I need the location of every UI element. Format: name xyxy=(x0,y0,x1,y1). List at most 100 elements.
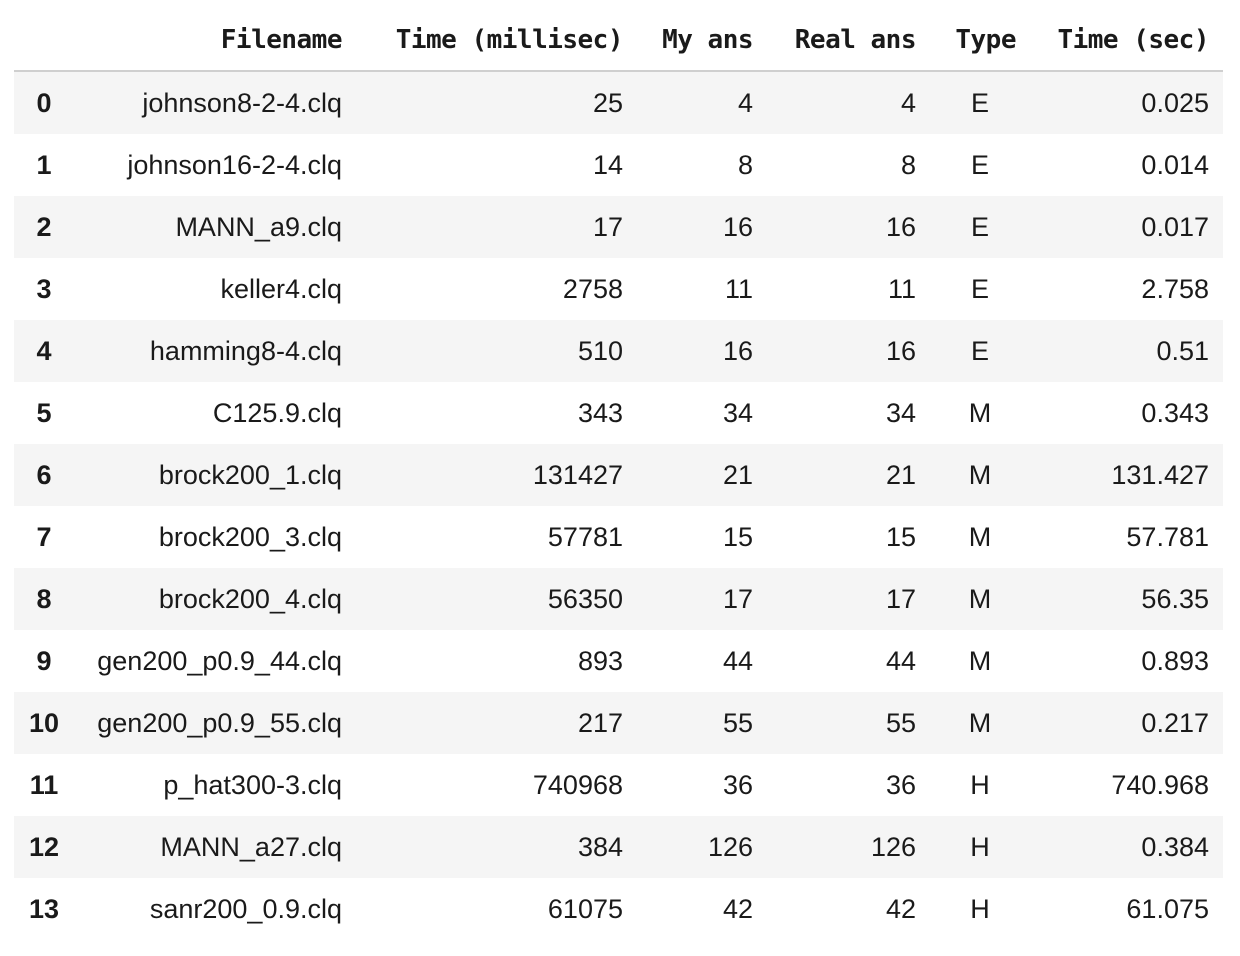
cell-type: H xyxy=(970,893,990,924)
cell-filename: johnson16-2-4.clq xyxy=(127,149,342,180)
row-index: 13 xyxy=(28,893,60,924)
table-row: 8 brock200_4.clq 56350 17 17 M 56.35 xyxy=(14,568,1223,630)
cell-my-ans: 17 xyxy=(722,583,753,614)
header-row: Filename Time (millisec) My ans Real ans… xyxy=(14,10,1223,72)
table-row: 2 MANN_a9.clq 17 16 16 E 0.017 xyxy=(14,196,1223,258)
row-index: 4 xyxy=(36,335,52,366)
cell-filename: johnson8-2-4.clq xyxy=(142,87,342,118)
cell-real-ans: 44 xyxy=(885,645,916,676)
cell-filename: p_hat300-3.clq xyxy=(163,769,342,800)
cell-real-ans: 16 xyxy=(885,211,916,242)
cell-type: E xyxy=(970,211,989,242)
cell-my-ans: 44 xyxy=(722,645,753,676)
cell-real-ans: 15 xyxy=(885,521,916,552)
row-index: 11 xyxy=(29,769,59,800)
cell-filename: hamming8-4.clq xyxy=(149,335,342,366)
cell-real-ans: 8 xyxy=(900,149,916,180)
cell-time-sec: 57.781 xyxy=(1126,521,1209,552)
table-row: 1 johnson16-2-4.clq 14 8 8 E 0.014 xyxy=(14,134,1223,196)
cell-real-ans: 36 xyxy=(885,769,916,800)
cell-real-ans: 55 xyxy=(885,707,916,738)
cell-my-ans: 34 xyxy=(722,397,753,428)
cell-time-sec: 56.35 xyxy=(1141,583,1209,614)
row-index: 0 xyxy=(36,87,52,118)
cell-time-millisec: 131427 xyxy=(532,459,623,490)
cell-type: E xyxy=(970,149,989,180)
cell-time-millisec: 510 xyxy=(577,335,623,366)
table-row: 6 brock200_1.clq 131427 21 21 M 131.427 xyxy=(14,444,1223,506)
column-header-real-ans: Real ans xyxy=(767,10,930,72)
cell-time-sec: 0.384 xyxy=(1141,831,1209,862)
cell-real-ans: 17 xyxy=(885,583,916,614)
cell-real-ans: 42 xyxy=(885,893,916,924)
cell-real-ans: 16 xyxy=(885,335,916,366)
cell-time-millisec: 57781 xyxy=(547,521,623,552)
cell-time-sec: 131.427 xyxy=(1111,459,1209,490)
cell-time-millisec: 25 xyxy=(592,87,623,118)
cell-type: M xyxy=(968,707,992,738)
cell-real-ans: 4 xyxy=(900,87,916,118)
table-row: 5 C125.9.clq 343 34 34 M 0.343 xyxy=(14,382,1223,444)
results-table: Filename Time (millisec) My ans Real ans… xyxy=(14,10,1223,940)
cell-time-millisec: 384 xyxy=(577,831,623,862)
cell-real-ans: 21 xyxy=(885,459,916,490)
cell-filename: C125.9.clq xyxy=(212,397,342,428)
cell-my-ans: 16 xyxy=(722,335,753,366)
cell-type: E xyxy=(970,87,989,118)
table-row: 10 gen200_p0.9_55.clq 217 55 55 M 0.217 xyxy=(14,692,1223,754)
row-index: 12 xyxy=(28,831,60,862)
column-header-type: Type xyxy=(930,10,1030,72)
cell-type: E xyxy=(970,335,989,366)
dataframe-output: Filename Time (millisec) My ans Real ans… xyxy=(14,10,1223,940)
cell-my-ans: 16 xyxy=(722,211,753,242)
cell-time-sec: 0.51 xyxy=(1156,335,1209,366)
cell-type: M xyxy=(968,521,992,552)
cell-time-sec: 0.014 xyxy=(1141,149,1209,180)
table-row: 13 sanr200_0.9.clq 61075 42 42 H 61.075 xyxy=(14,878,1223,940)
cell-time-sec: 740.968 xyxy=(1111,769,1209,800)
row-index: 3 xyxy=(36,273,52,304)
row-index: 8 xyxy=(36,583,52,614)
cell-type: M xyxy=(968,645,992,676)
row-index: 1 xyxy=(36,149,52,180)
column-header-filename: Filename xyxy=(74,10,356,72)
cell-type: M xyxy=(968,459,992,490)
cell-filename: brock200_3.clq xyxy=(158,521,342,552)
cell-real-ans: 11 xyxy=(887,273,916,304)
cell-time-millisec: 14 xyxy=(592,149,623,180)
cell-time-millisec: 740968 xyxy=(532,769,623,800)
cell-time-sec: 2.758 xyxy=(1141,273,1209,304)
cell-my-ans: 11 xyxy=(724,273,753,304)
cell-type: M xyxy=(968,583,992,614)
cell-real-ans: 126 xyxy=(870,831,916,862)
cell-my-ans: 4 xyxy=(737,87,753,118)
cell-my-ans: 42 xyxy=(722,893,753,924)
cell-my-ans: 126 xyxy=(707,831,753,862)
cell-filename: MANN_a9.clq xyxy=(175,211,342,242)
cell-time-sec: 0.343 xyxy=(1141,397,1209,428)
row-index: 9 xyxy=(36,645,52,676)
table-row: 4 hamming8-4.clq 510 16 16 E 0.51 xyxy=(14,320,1223,382)
column-header-time-sec: Time (sec) xyxy=(1030,10,1223,72)
row-index: 10 xyxy=(28,707,60,738)
row-index: 2 xyxy=(36,211,52,242)
cell-real-ans: 34 xyxy=(885,397,916,428)
table-row: 7 brock200_3.clq 57781 15 15 M 57.781 xyxy=(14,506,1223,568)
table-row: 12 MANN_a27.clq 384 126 126 H 0.384 xyxy=(14,816,1223,878)
cell-time-sec: 61.075 xyxy=(1126,893,1209,924)
row-index: 6 xyxy=(36,459,52,490)
table-row: 3 keller4.clq 2758 11 11 E 2.758 xyxy=(14,258,1223,320)
cell-my-ans: 15 xyxy=(722,521,753,552)
cell-filename: sanr200_0.9.clq xyxy=(149,893,342,924)
cell-my-ans: 55 xyxy=(722,707,753,738)
cell-filename: gen200_p0.9_55.clq xyxy=(97,707,342,738)
cell-type: M xyxy=(968,397,992,428)
column-header-my-ans: My ans xyxy=(637,10,767,72)
cell-time-millisec: 893 xyxy=(577,645,623,676)
row-index: 7 xyxy=(36,521,52,552)
cell-filename: gen200_p0.9_44.clq xyxy=(97,645,342,676)
cell-time-millisec: 56350 xyxy=(547,583,623,614)
cell-my-ans: 8 xyxy=(737,149,753,180)
column-header-time-millisec: Time (millisec) xyxy=(356,10,637,72)
